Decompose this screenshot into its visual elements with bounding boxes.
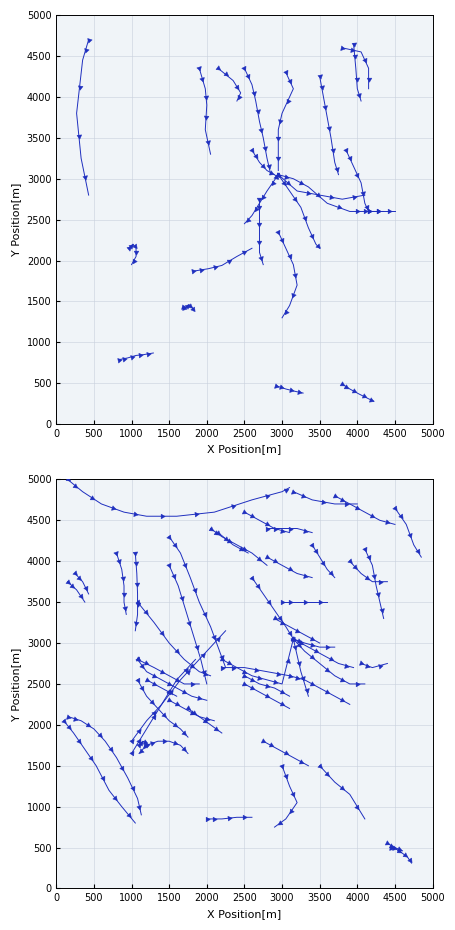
Y-axis label: Y Position[m]: Y Position[m] — [11, 183, 21, 257]
Y-axis label: Y Position[m]: Y Position[m] — [11, 647, 21, 721]
X-axis label: X Position[m]: X Position[m] — [207, 445, 281, 455]
X-axis label: X Position[m]: X Position[m] — [207, 909, 281, 919]
